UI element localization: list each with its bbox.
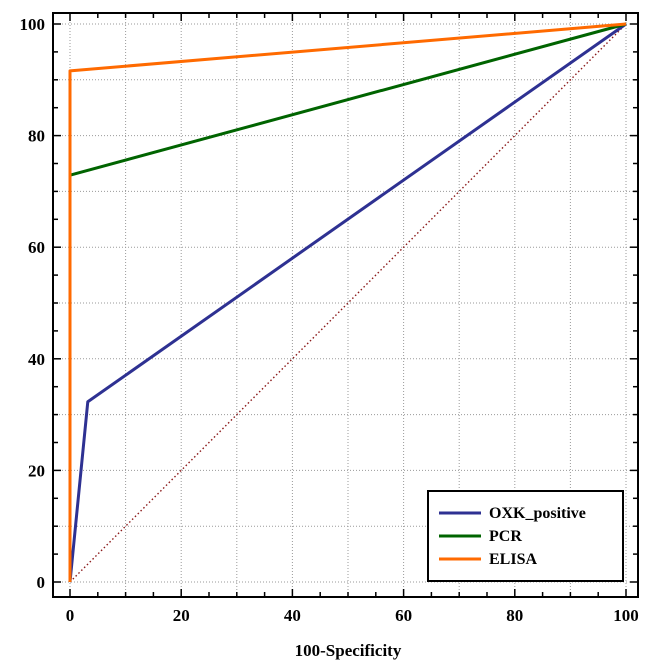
grid <box>53 13 638 597</box>
y-tick-label: 20 <box>28 461 45 480</box>
series-lines <box>68 22 627 583</box>
legend: OXK_positive PCR ELISA <box>427 490 624 582</box>
legend-label: OXK_positive <box>489 505 586 522</box>
tick-labels: 0 20 40 60 80 100 0 20 40 60 80 100 <box>20 15 639 625</box>
y-tick-label: 0 <box>37 573 46 592</box>
x-axis-title: 100-Specificity <box>295 641 402 660</box>
plot-frame <box>52 12 639 598</box>
series-line-oxk-positive <box>68 22 627 583</box>
x-tick-label: 40 <box>284 606 301 625</box>
y-tick-label: 60 <box>28 238 45 257</box>
x-tick-label: 60 <box>395 606 412 625</box>
x-tick-label: 80 <box>506 606 523 625</box>
x-tick-label: 0 <box>66 606 75 625</box>
legend-label: ELISA <box>489 551 537 568</box>
x-tick-label: 20 <box>173 606 190 625</box>
series-line-elisa <box>68 22 627 582</box>
y-tick-label: 40 <box>28 350 45 369</box>
y-tick-label: 80 <box>28 127 45 146</box>
y-tick-label: 100 <box>20 15 46 34</box>
axis-ticks <box>53 13 638 597</box>
reference-diagonal <box>69 23 627 583</box>
legend-label: PCR <box>489 528 522 545</box>
x-tick-label: 100 <box>613 606 639 625</box>
